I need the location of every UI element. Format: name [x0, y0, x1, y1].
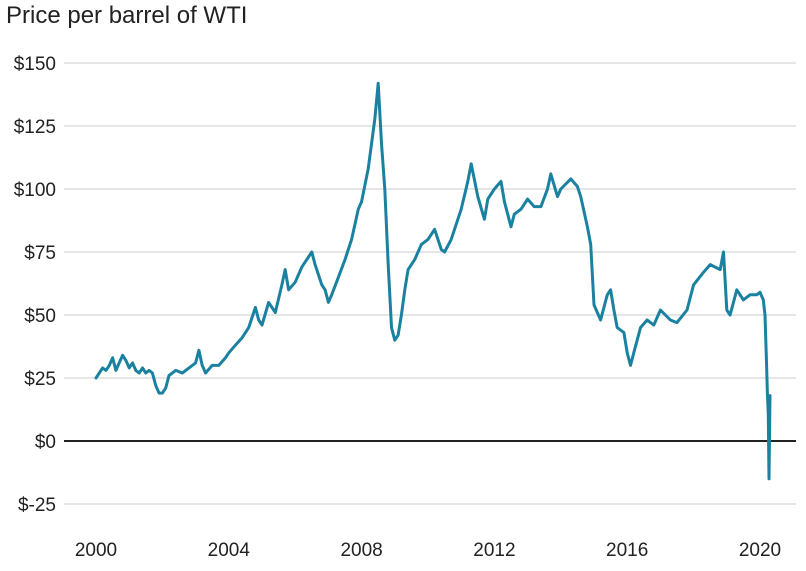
x-tick-label-0: 2000 [75, 540, 117, 561]
x-tick-label-5: 2020 [739, 540, 781, 561]
gridlines [64, 62, 796, 505]
series-layer [94, 81, 772, 481]
series-line-0 [94, 81, 772, 481]
x-tick-label-1: 2004 [208, 540, 251, 561]
x-tick-label-3: 2012 [473, 540, 515, 561]
x-tick-label-2: 2008 [340, 540, 382, 561]
chart-title: Price per barrel of WTI [6, 2, 248, 29]
y-tick-label-7: $-25 [18, 495, 56, 516]
y-tick-label-5: $25 [24, 369, 56, 390]
x-axis-tick-labels: 2000 2004 2008 2012 2016 2020 [75, 540, 781, 561]
x-tick-label-4: 2016 [606, 540, 648, 561]
y-tick-label-1: $125 [14, 117, 56, 138]
y-axis-tick-labels: $150 $125 $100 $75 $50 $25 $0 $-25 [14, 54, 56, 516]
y-tick-label-0: $150 [14, 54, 56, 75]
y-tick-label-3: $75 [24, 243, 56, 264]
y-tick-label-6: $0 [35, 432, 56, 453]
y-tick-label-2: $100 [14, 180, 56, 201]
y-tick-label-4: $50 [24, 306, 56, 327]
